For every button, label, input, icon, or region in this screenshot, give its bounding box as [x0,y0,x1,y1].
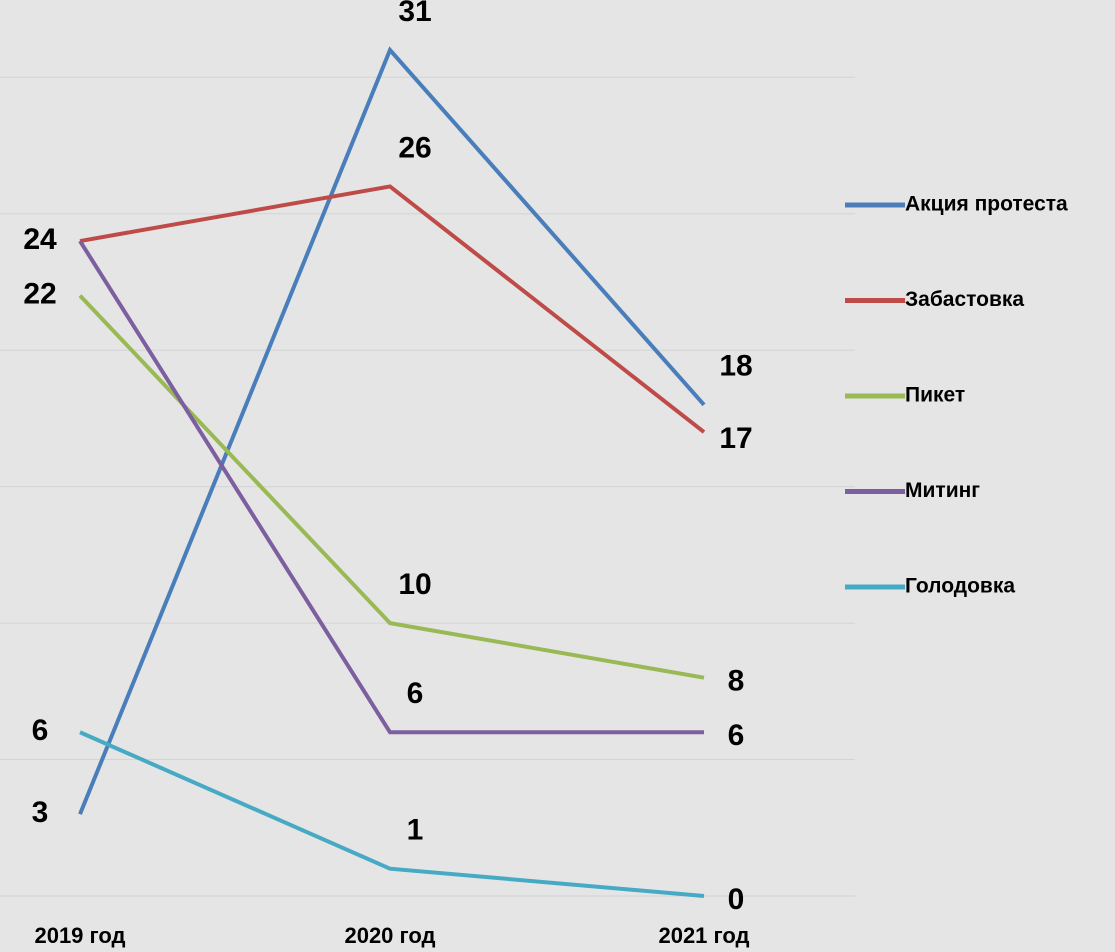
data-label: 6 [407,677,424,710]
data-label: 6 [32,714,49,747]
data-label: 26 [398,131,431,164]
legend-label: Пикет [905,384,965,407]
legend-label: Митинг [905,479,980,502]
legend-label: Голодовка [905,575,1015,598]
data-label: 17 [719,422,752,455]
data-label: 6 [728,719,745,752]
legend-label: Забастовка [905,288,1024,311]
series-line [78,239,704,735]
x-tick-label: 2021 год [658,923,749,948]
data-label: 24 [23,223,57,256]
series-line [79,184,706,434]
data-label: 1 [407,814,424,847]
data-label: 22 [23,278,56,311]
data-label: 0 [728,883,745,916]
x-tick-label: 2020 год [344,923,435,948]
series-line [79,730,705,898]
data-label: 8 [728,665,745,698]
data-label: 24 [23,223,57,256]
series-line [78,46,706,815]
data-label: 31 [398,0,431,28]
data-label: 18 [719,350,752,383]
legend-label: Акция протеста [905,193,1068,216]
data-label: 3 [32,796,49,829]
data-label: 10 [398,568,431,601]
x-tick-label: 2019 год [34,923,125,948]
